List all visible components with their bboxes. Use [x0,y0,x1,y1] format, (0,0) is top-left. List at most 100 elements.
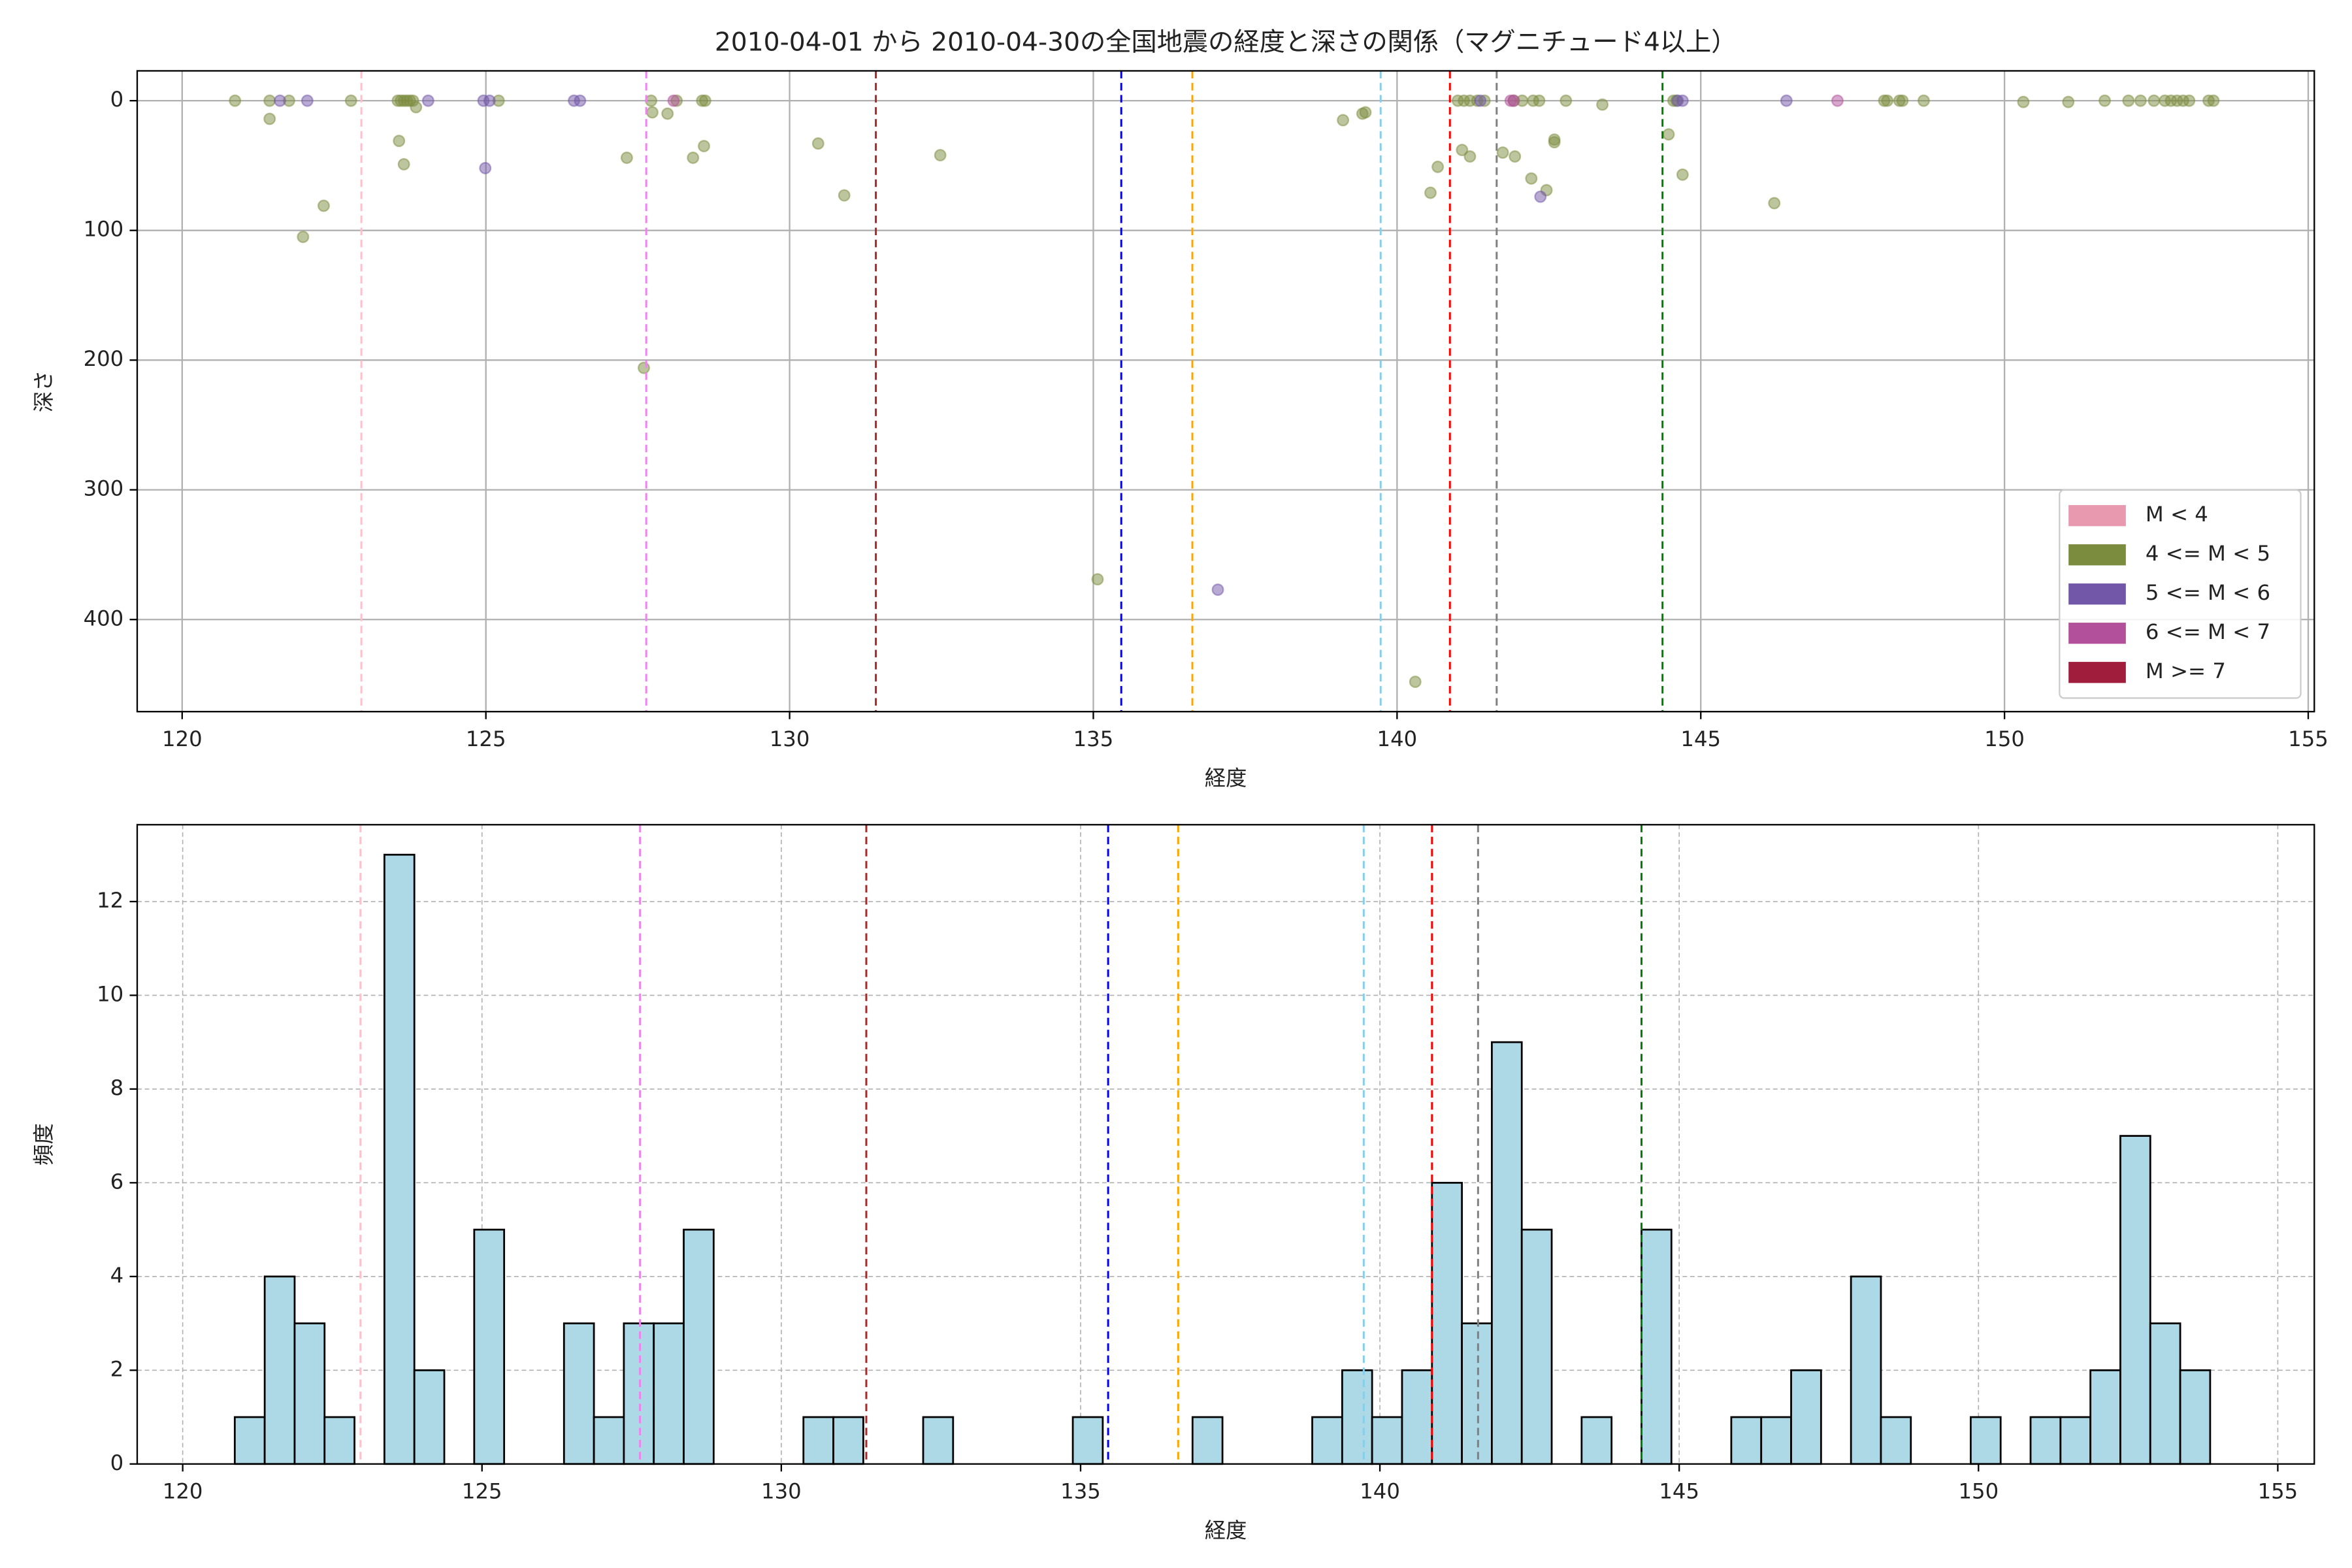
scatter-point [934,149,947,161]
x-tick-label: 125 [462,1479,502,1504]
scatter-point [2134,94,2147,107]
scatter-point [1456,144,1469,157]
y-tick-label: 8 [110,1075,124,1100]
legend-swatch [2068,544,2126,566]
scatter-point [698,140,710,153]
scatter-point [2099,94,2111,107]
y-tick-label: 100 [84,217,124,242]
y-tick-label: 200 [84,346,124,371]
legend-label: 4 <= M < 5 [2146,541,2270,566]
scatter-point [1533,94,1546,107]
scatter-point [1662,128,1675,141]
y-axis-label: 深さ [31,370,56,413]
scatter-point [1676,94,1689,107]
scatter-point [301,94,314,107]
scatter-point [838,189,851,202]
x-tick-label: 135 [1073,727,1114,751]
scatter-point [1509,150,1522,163]
x-tick-label: 130 [761,1479,802,1504]
scatter-point [620,152,633,164]
x-tick-label: 155 [2288,727,2328,751]
histogram-bar [1311,1416,1343,1465]
histogram-bar [1431,1181,1463,1465]
histogram-bar [2059,1416,2092,1465]
scatter-point [2207,94,2220,107]
scatter-point [661,107,674,120]
histogram-bar [1191,1416,1224,1465]
histogram-bar [1790,1369,1822,1465]
x-tick-label: 150 [1984,727,2025,751]
scatter-point [483,94,496,107]
scatter-point [687,152,700,164]
histogram-bar [1341,1369,1373,1465]
legend-swatch [2068,583,2126,605]
scatter-point [1560,94,1573,107]
plot-frame [136,824,2315,1465]
legend-box [2059,489,2302,699]
x-tick-label: 120 [162,727,203,751]
scatter-point [1596,98,1609,111]
histogram-bar [683,1228,715,1465]
histogram-bar [384,853,416,1465]
x-tick-label: 150 [1958,1479,1999,1504]
scatter-point [297,231,310,244]
scatter-point [1337,114,1350,127]
scatter-point [1676,168,1689,181]
histogram-bar [922,1416,955,1465]
histogram-bar [653,1322,685,1465]
scatter-point [2148,94,2161,107]
y-tick-label: 0 [110,87,124,112]
scatter-point [1881,94,1894,107]
y-tick-label: 12 [97,888,123,913]
histogram-bar [1491,1041,1523,1465]
x-tick-label: 140 [1377,727,1418,751]
histogram-bar [2179,1369,2212,1465]
histogram-bar [263,1275,296,1465]
scatter-point [1780,94,1793,107]
histogram-bar [2029,1416,2062,1465]
histogram-bar [473,1228,506,1465]
histogram-bar [1401,1369,1433,1465]
scatter-point [1525,172,1538,185]
scatter-point [393,135,406,148]
scatter-point [229,94,242,107]
histogram-bar [1071,1416,1104,1465]
histogram-bar [2089,1369,2121,1465]
x-tick-label: 155 [2258,1479,2298,1504]
y-tick-label: 6 [110,1169,124,1194]
histogram-bar [802,1416,834,1465]
scatter-point [2122,94,2135,107]
histogram-bar [1760,1416,1792,1465]
y-tick-label: 10 [97,981,123,1006]
x-tick-label: 120 [163,1479,203,1504]
histogram-bar [413,1369,446,1465]
scatter-point [1496,146,1509,159]
histogram-bar [2119,1135,2151,1465]
scatter-point [1534,190,1547,203]
scatter-point [2062,95,2075,108]
scatter-point [1507,94,1520,107]
legend-label: M >= 7 [2146,659,2226,683]
histogram-bar [323,1416,355,1465]
scatter-point [811,137,825,150]
scatter-point [344,94,357,107]
scatter-point [1091,573,1104,586]
histogram-bar [1970,1416,2002,1465]
scatter-point [698,94,711,107]
histogram-bar [1580,1416,1613,1465]
legend-swatch [2068,662,2126,683]
scatter-point [645,94,658,107]
histogram-bar [1730,1416,1763,1465]
legend-swatch [2068,623,2126,644]
histogram-bar [593,1416,625,1465]
histogram-bar [1371,1416,1403,1465]
histogram-bar [1850,1275,1882,1465]
y-tick-label: 4 [110,1263,124,1288]
x-axis-label: 経度 [1205,1518,1247,1543]
x-axis-label: 経度 [1205,766,1247,791]
legend-label: 6 <= M < 7 [2146,619,2270,644]
scatter-point [1424,186,1437,199]
x-tick-label: 145 [1680,727,1721,751]
scatter-point [1918,94,1930,107]
